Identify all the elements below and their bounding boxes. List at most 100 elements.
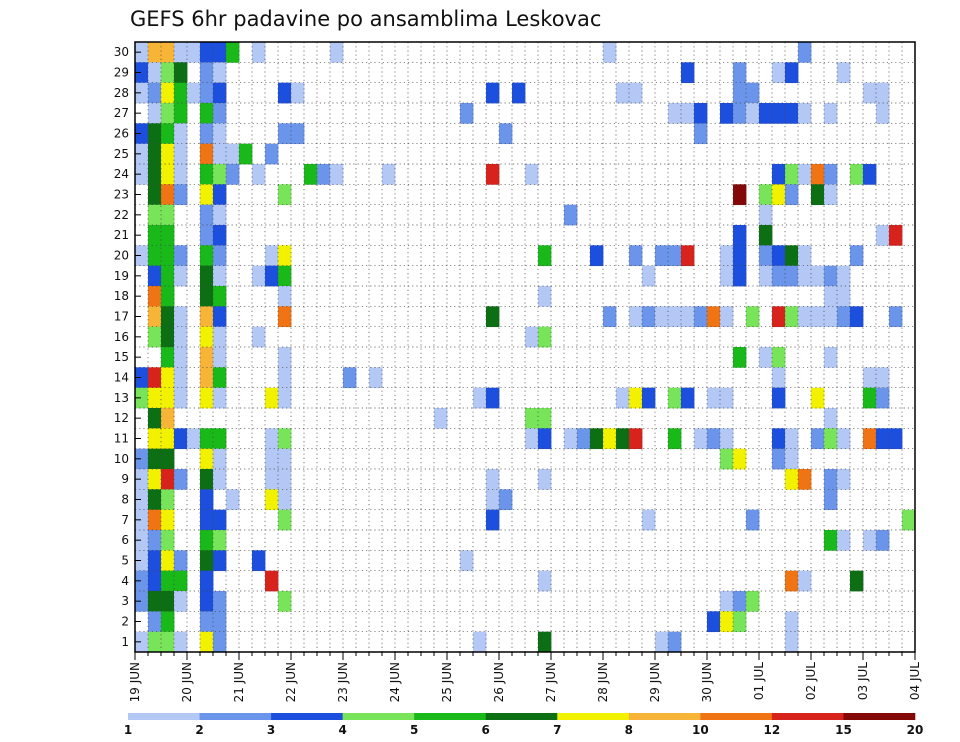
heatmap-cell-m20-t38 [629,245,643,267]
heatmap-cell-m23-t50 [785,184,799,206]
heatmap-cell-m27-t5 [200,103,214,124]
heatmap-cell-m13-t3 [174,387,188,409]
heatmap-cell-m19-t9 [252,265,266,287]
y-tick-label: 7 [121,513,129,527]
heatmap-cell-m20-t11 [278,245,292,267]
x-tick-label: 02 JUL [804,662,818,700]
heatmap-cell-m18-t5 [200,286,214,307]
heatmap-cell-m27-t25 [460,103,474,124]
heatmap-cell-m23-t6 [213,184,227,206]
heatmap-cell-m15-t6 [213,347,227,368]
heatmap-cell-m29-t50 [785,62,799,84]
heatmap-cell-m28-t37 [616,82,630,104]
heatmap-cell-m7-t59 [902,509,916,531]
heatmap-cell-m11-t43 [694,428,708,450]
y-tick-label: 8 [121,493,129,507]
heatmap-cell-m11-t5 [200,428,214,450]
x-tick-label: 25 JUN [440,662,454,702]
heatmap-cell-m10-t50 [785,448,799,470]
heatmap-cell-m18-t1 [148,286,162,307]
heatmap-cell-m20-t41 [668,245,682,267]
heatmap-cell-m10-t1 [148,448,162,470]
heatmap-cell-m9-t5 [200,469,214,490]
heatmap-cell-m8-t0 [135,489,149,511]
heatmap-cell-m16-t9 [252,326,266,348]
heatmap-cell-m17-t47 [746,306,760,328]
y-tick-label: 21 [114,228,129,242]
y-tick-label: 5 [121,554,129,568]
heatmap-cell-m13-t2 [161,387,175,409]
heatmap-cell-m14-t11 [278,367,292,389]
heatmap-cell-m1-t6 [213,631,227,653]
heatmap-cell-m29-t1 [148,62,162,84]
heatmap-cell-m30-t36 [603,42,617,63]
heatmap-cell-m28-t56 [863,82,877,104]
heatmap-cell-m11-t10 [265,428,279,450]
colorbar-swatch [557,713,630,720]
heatmap-cell-m2-t5 [200,611,214,633]
heatmap-cell-m19-t3 [174,265,188,287]
heatmap-cell-m18-t11 [278,286,292,307]
heatmap-cell-m28-t29 [512,82,526,104]
heatmap-cell-m6-t2 [161,530,175,551]
heatmap-cell-m27-t48 [759,103,773,124]
y-tick-label: 16 [114,330,129,344]
heatmap-cell-m17-t5 [200,306,214,328]
heatmap-cell-m13-t52 [811,387,825,409]
y-tick-label: 3 [121,594,129,608]
heatmap-cell-m3-t2 [161,591,175,612]
x-tick-label: 28 JUN [596,662,610,702]
heatmap-cell-m11-t52 [811,428,825,450]
heatmap-cell-m27-t42 [681,103,695,124]
heatmap-cell-m20-t3 [174,245,188,267]
heatmap-cell-m28-t27 [486,82,500,104]
colorbar-swatch [199,713,272,720]
heatmap-cell-m8-t11 [278,489,292,511]
heatmap-cell-m23-t46 [733,184,747,206]
heatmap-cell-m20-t55 [850,245,864,267]
heatmap-cell-m26-t12 [291,123,305,145]
colorbar-swatch [771,713,844,720]
heatmap-cell-m17-t58 [889,306,903,328]
heatmap-cell-m7-t6 [213,509,227,531]
heatmap-cell-m7-t1 [148,509,162,531]
heatmap-cell-m9-t0 [135,469,149,490]
heatmap-cell-m20-t42 [681,245,695,267]
heatmap-cell-m1-t1 [148,631,162,653]
y-tick-label: 19 [114,269,129,283]
heatmap-cell-m16-t3 [174,326,188,348]
heatmap-cell-m28-t47 [746,82,760,104]
y-tick-label: 12 [114,411,129,425]
heatmap-cell-m29-t42 [681,62,695,84]
heatmap-cell-m5-t25 [460,550,474,572]
heatmap-cell-m24-t5 [200,164,214,185]
colorbar-label: 4 [338,723,346,737]
heatmap-cell-m24-t2 [161,164,175,185]
heatmap-cell-m9-t2 [161,469,175,490]
heatmap-cell-m11-t31 [538,428,552,450]
heatmap-cell-m12-t53 [824,408,838,429]
colorbar-swatch [128,713,200,720]
x-axis-ticks: 19 JUN 20 JUN 21 JUN 22 JUN 23 JUN 24 JUN 25 J… [128,652,922,702]
heatmap-cell-m13-t39 [642,387,656,409]
heatmap-cell-m28-t11 [278,82,292,104]
heatmap-cell-m16-t5 [200,326,214,348]
heatmap-cell-m19-t52 [811,265,825,287]
heatmap-cell-m13-t27 [486,387,500,409]
heatmap-cell-m28-t38 [629,82,643,104]
heatmap-cell-m8-t10 [265,489,279,511]
heatmap-cell-m29-t54 [837,62,851,84]
heatmap-cell-m25-t2 [161,143,175,165]
heatmap-cell-m8-t7 [226,489,240,511]
x-tick-label: 30 JUN [700,662,714,702]
heatmap-cell-m24-t6 [213,164,227,185]
heatmap-cell-m12-t23 [434,408,448,429]
heatmap-cell-m23-t52 [811,184,825,206]
heatmap-cell-m12-t31 [538,408,552,429]
heatmap-cell-m30-t2 [161,42,175,63]
heatmap-cell-m27-t47 [746,103,760,124]
heatmap-cell-m23-t2 [161,184,175,206]
heatmap-cell-m6-t1 [148,530,162,551]
heatmap-cell-m25-t1 [148,143,162,165]
heatmap-cell-m10-t10 [265,448,279,470]
